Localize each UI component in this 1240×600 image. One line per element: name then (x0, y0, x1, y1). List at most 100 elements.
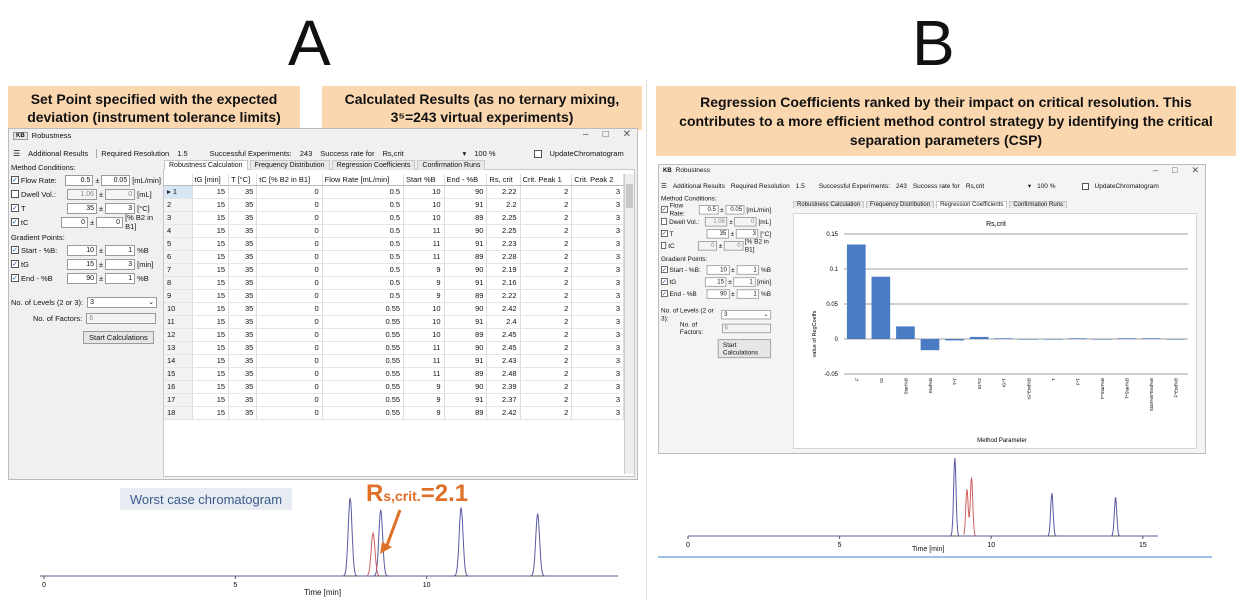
table-row[interactable]: 6 15 35 0 0.5 11 89 2.28 2 3 (164, 250, 624, 264)
table-row[interactable]: 11 15 35 0 0.55 10 91 2.4 2 3 (164, 315, 624, 329)
table-header[interactable] (164, 174, 193, 186)
row-header[interactable]: 13 (164, 341, 193, 355)
param-tolerance-input[interactable]: 1 (733, 276, 756, 287)
minimize-icon[interactable]: – (1153, 165, 1159, 175)
row-header[interactable]: 6 (164, 250, 193, 264)
param-tolerance-input[interactable]: 3 (735, 228, 759, 239)
row-header[interactable]: 14 (164, 354, 193, 368)
table-row[interactable]: 14 15 35 0 0.55 11 91 2.43 2 3 (164, 354, 624, 368)
success-rate-select[interactable]: Rs,crit (382, 149, 404, 158)
param-value-input[interactable]: 15 (704, 276, 727, 287)
row-header[interactable]: 11 (164, 315, 193, 329)
table-row[interactable]: 18 15 35 0 0.55 9 89 2.42 2 3 (164, 406, 624, 420)
table-row[interactable]: ▸ 1 15 35 0 0.5 10 90 2.22 2 3 (164, 185, 624, 199)
maximize-icon[interactable]: □ (1172, 165, 1178, 175)
param-value-input[interactable]: 0 (61, 216, 89, 228)
row-header[interactable]: 17 (164, 393, 193, 407)
tab-confirmation-runs[interactable]: Confirmation Runs (417, 160, 486, 170)
param-tolerance-input[interactable]: 0 (734, 216, 757, 227)
table-header[interactable]: Start %B (403, 174, 445, 186)
param-tolerance-input[interactable]: 3 (105, 258, 136, 270)
param-checkbox[interactable]: ✓ (11, 204, 19, 212)
table-header[interactable]: tG [min] (192, 174, 230, 186)
close-icon[interactable]: ✕ (1191, 165, 1199, 175)
param-checkbox[interactable]: ✓ (661, 290, 668, 298)
levels-select[interactable]: 3 ⌄ (721, 309, 772, 319)
param-checkbox[interactable]: ✓ (11, 260, 19, 268)
param-value-input[interactable]: 10 (67, 244, 97, 256)
maximize-icon[interactable]: □ (602, 129, 609, 140)
success-rate-select[interactable]: Rs,crit (965, 182, 985, 190)
row-header[interactable]: 10 (164, 302, 193, 316)
table-row[interactable]: 9 15 35 0 0.5 9 89 2.22 2 3 (164, 289, 624, 303)
param-tolerance-input[interactable]: 0 (96, 216, 124, 228)
table-row[interactable]: 10 15 35 0 0.55 10 90 2.42 2 3 (164, 302, 624, 316)
param-tolerance-input[interactable]: 1 (105, 272, 136, 284)
param-checkbox[interactable] (661, 242, 667, 249)
start-calculations-button[interactable]: Start Calculations (717, 339, 772, 359)
minimize-icon[interactable]: – (583, 129, 589, 140)
param-tolerance-input[interactable]: 0.05 (101, 174, 131, 186)
row-header[interactable]: 4 (164, 224, 193, 238)
param-value-input[interactable]: 15 (67, 258, 97, 270)
table-row[interactable]: 12 15 35 0 0.55 10 89 2.45 2 3 (164, 328, 624, 342)
start-calculations-button[interactable]: Start Calculations (83, 331, 154, 344)
required-resolution-value[interactable]: 1.5 (177, 149, 188, 158)
close-icon[interactable]: ✕ (622, 129, 631, 140)
tab-regression-coefficients[interactable]: Regression Coefficients (936, 201, 1008, 208)
param-value-input[interactable]: 1.06 (67, 188, 97, 200)
levels-select[interactable]: 3 ⌄ (87, 296, 158, 308)
param-checkbox[interactable]: ✓ (11, 246, 19, 254)
scrollbar-thumb[interactable] (626, 184, 633, 208)
table-row[interactable]: 7 15 35 0 0.5 9 90 2.19 2 3 (164, 263, 624, 277)
param-tolerance-input[interactable]: 0 (105, 188, 136, 200)
row-header[interactable]: 3 (164, 211, 193, 225)
param-tolerance-input[interactable]: 1 (736, 264, 760, 275)
update-chromatogram-checkbox[interactable] (1081, 182, 1089, 190)
list-icon[interactable]: ☰ (13, 149, 21, 158)
param-checkbox[interactable]: ✓ (661, 229, 668, 237)
chevron-down-icon[interactable]: ▾ (462, 149, 467, 158)
tab-regression-coefficients[interactable]: Regression Coefficients (331, 160, 416, 170)
row-header[interactable]: 12 (164, 328, 193, 342)
row-header[interactable]: ▸ 1 (164, 185, 193, 199)
chevron-down-icon[interactable]: ▾ (1027, 183, 1032, 190)
table-row[interactable]: 5 15 35 0 0.5 11 91 2.23 2 3 (164, 237, 624, 251)
param-value-input[interactable]: 90 (706, 288, 730, 299)
tab-robustness-calculation[interactable]: Robustness Calculation (164, 160, 248, 170)
param-value-input[interactable]: 10 (706, 264, 730, 275)
table-header[interactable]: tC [% B2 in B1] (256, 174, 323, 186)
param-checkbox[interactable] (661, 217, 668, 225)
table-row[interactable]: 13 15 35 0 0.55 11 90 2.45 2 3 (164, 341, 624, 355)
row-header[interactable]: 5 (164, 237, 193, 251)
table-row[interactable]: 15 15 35 0 0.55 11 89 2.48 2 3 (164, 367, 624, 381)
row-header[interactable]: 9 (164, 289, 193, 303)
table-header[interactable]: T [°C] (228, 174, 258, 186)
tab-confirmation-runs[interactable]: Confirmation Runs (1009, 201, 1068, 208)
row-header[interactable]: 7 (164, 263, 193, 277)
table-row[interactable]: 4 15 35 0 0.5 11 90 2.25 2 3 (164, 224, 624, 238)
param-value-input[interactable]: 0.5 (699, 204, 719, 215)
param-value-input[interactable]: 35 (706, 228, 729, 239)
tab-frequency-distribution[interactable]: Frequency Distribution (866, 201, 935, 208)
row-header[interactable]: 8 (164, 276, 193, 290)
param-tolerance-input[interactable]: 0.05 (725, 204, 745, 215)
table-scrollbar[interactable] (624, 174, 634, 474)
param-checkbox[interactable]: ✓ (11, 218, 19, 226)
table-header[interactable]: End - %B (444, 174, 488, 186)
tab-frequency-distribution[interactable]: Frequency Distribution (249, 160, 330, 170)
param-tolerance-input[interactable]: 3 (105, 202, 136, 214)
param-tolerance-input[interactable]: 1 (105, 244, 136, 256)
table-header[interactable]: Flow Rate [mL/min] (322, 174, 405, 186)
param-value-input[interactable]: 35 (67, 202, 97, 214)
table-row[interactable]: 16 15 35 0 0.55 9 90 2.39 2 3 (164, 380, 624, 394)
param-value-input[interactable]: 0 (697, 240, 718, 251)
param-checkbox[interactable]: ✓ (11, 176, 19, 184)
param-tolerance-input[interactable]: 0 (724, 240, 744, 251)
param-value-input[interactable]: 1.06 (705, 216, 728, 227)
param-value-input[interactable]: 90 (67, 272, 97, 284)
param-value-input[interactable]: 0.5 (64, 174, 94, 186)
required-resolution-value[interactable]: 1.5 (795, 182, 805, 190)
tab-robustness-calculation[interactable]: Robustness Calculation (793, 201, 865, 208)
param-checkbox[interactable]: ✓ (661, 278, 668, 286)
